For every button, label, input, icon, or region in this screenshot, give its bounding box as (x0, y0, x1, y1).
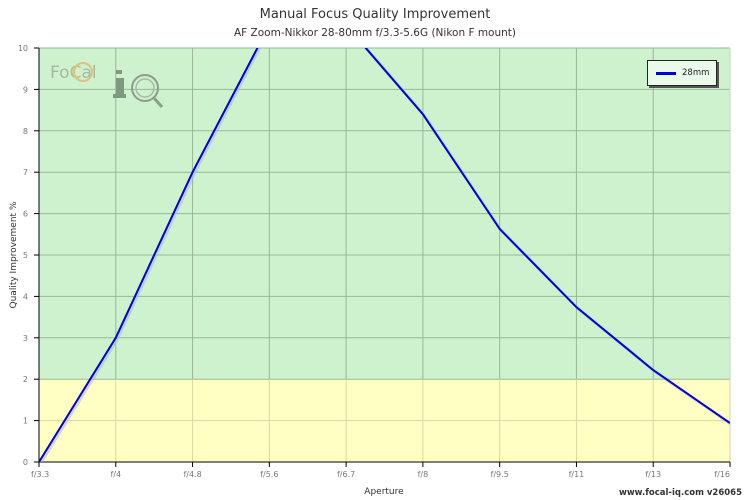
y-tick-label: 1 (23, 417, 28, 426)
logo-ring-icon (73, 62, 93, 82)
data-series (39, 48, 730, 462)
y-tick-label: 9 (23, 85, 28, 94)
x-tick-label: f/4.8 (183, 470, 201, 479)
y-tick-label: 3 (23, 334, 28, 343)
y-tick-label: 6 (23, 210, 28, 219)
axes: 0 1 2 3 4 5 6 7 8 9 10 f/3.3 f/4 f/4.8 f/5.6 f/6.7 f/8 f/… (18, 44, 731, 479)
legend-label-28mm: 28mm (682, 68, 710, 78)
series-line-28mm (39, 48, 730, 462)
x-tick-label: f/8 (418, 470, 429, 479)
y-tick-label: 4 (23, 292, 28, 301)
y-tick-label: 2 (23, 375, 28, 384)
y-tick-label: 0 (23, 458, 28, 467)
y-tick-label: 8 (23, 127, 28, 136)
x-tick-label: f/4 (110, 470, 121, 479)
chart-legend: 28mm (647, 60, 717, 86)
x-tick-label: f/13 (645, 470, 661, 479)
x-tick-label: f/6.7 (337, 470, 355, 479)
chart-title: Manual Focus Quality Improvement (259, 7, 491, 22)
x-tick-label: f/16 (714, 470, 730, 479)
legend-swatch-28mm (656, 71, 676, 75)
x-axis-label: Aperture (364, 487, 404, 497)
y-tick-label: 7 (23, 168, 28, 177)
x-tick-label: f/3.3 (31, 470, 49, 479)
y-tick-label: 5 (23, 251, 28, 260)
chart-subtitle: AF Zoom-Nikkor 28-80mm f/3.3-5.6G (Nikon… (234, 27, 516, 39)
y-axis-label: Quality Improvement % (9, 201, 19, 308)
x-tick-label: f/5.6 (260, 470, 278, 479)
x-tick-label: f/11 (569, 470, 585, 479)
y-tick-label: 10 (18, 44, 28, 53)
footer-credit: www.focal-iq.com v26065 (618, 488, 742, 498)
magnifier-icon (131, 74, 159, 102)
x-tick-label: f/9.5 (491, 470, 509, 479)
